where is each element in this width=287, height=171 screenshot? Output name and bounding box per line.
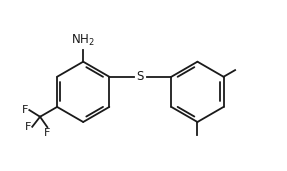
Text: S: S (137, 70, 144, 83)
Text: F: F (25, 122, 31, 132)
Text: F: F (44, 128, 51, 138)
Text: NH$_2$: NH$_2$ (71, 33, 95, 48)
Text: F: F (22, 105, 28, 115)
